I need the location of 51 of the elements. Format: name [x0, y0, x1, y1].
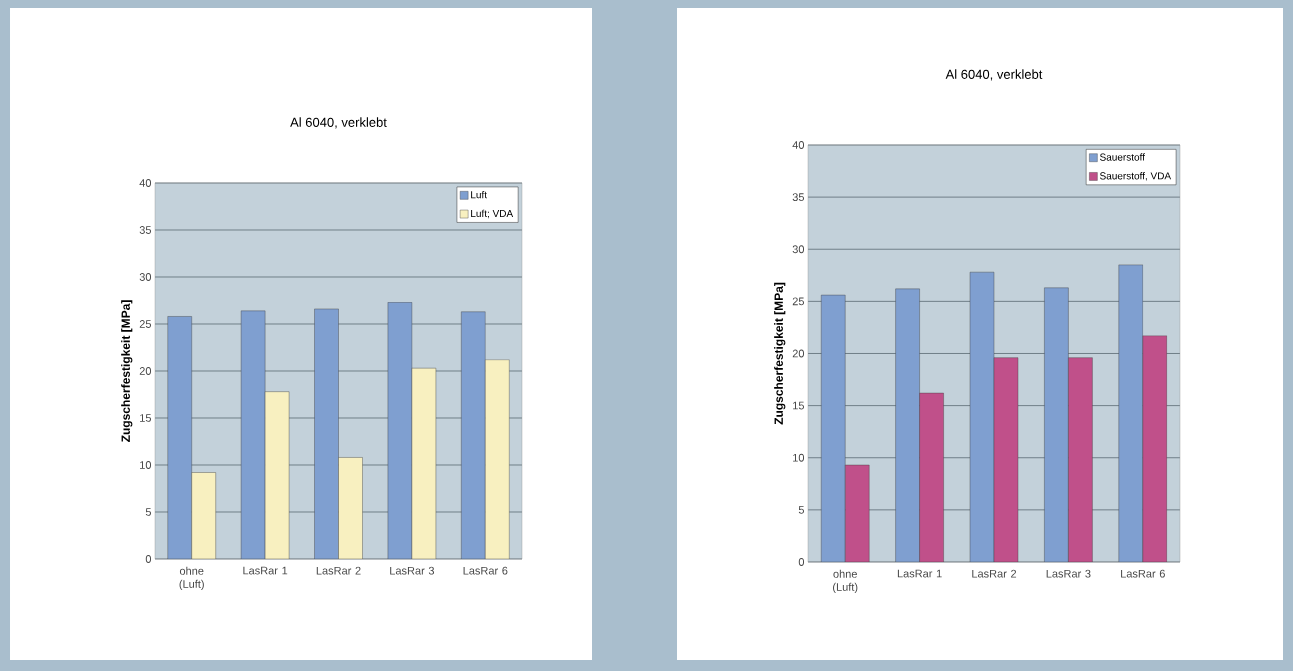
- y-tick-label: 10: [140, 461, 152, 469]
- x-tick-label: LasRar 1: [243, 566, 288, 575]
- y-tick-label: 5: [145, 508, 152, 516]
- legend-label: Luft; VDA: [471, 209, 514, 219]
- legend-label: Luft: [471, 190, 487, 199]
- y-tick-label: 40: [139, 179, 152, 187]
- y-tick-label: 15: [793, 401, 804, 410]
- x-tick-label: ohne (Luft): [833, 569, 858, 594]
- chart-title: Al 6040, verklebt: [945, 69, 1043, 81]
- bar: [1068, 357, 1093, 562]
- x-tick-label: LasRar 3: [1046, 569, 1091, 578]
- y-tick-label: 35: [792, 193, 804, 202]
- y-tick-label: 40: [792, 141, 805, 149]
- bar: [845, 465, 870, 562]
- x-tick-label: ohne (Luft): [179, 566, 204, 591]
- bar: [994, 357, 1018, 562]
- legend-label: Sauerstoff: [1100, 153, 1145, 161]
- y-tick-label: 20: [792, 349, 805, 358]
- bar: [821, 295, 846, 562]
- bar: [1044, 287, 1069, 562]
- x-tick-label: LasRar 6: [463, 566, 508, 575]
- bar: [167, 316, 192, 559]
- bar: [1142, 335, 1167, 562]
- x-tick-label: LasRar 1: [897, 569, 942, 578]
- y-tick-label: 20: [139, 367, 152, 375]
- y-tick-label: 15: [140, 414, 151, 422]
- y-axis-title: Zugscherfestigkeit [MPa]: [774, 282, 786, 425]
- y-tick-label: 5: [798, 506, 804, 514]
- bar: [240, 310, 266, 559]
- y-axis-title: Zugscherfestigkeit [MPa]: [121, 300, 133, 442]
- bar: [895, 288, 920, 562]
- chart-title: Al 6040, verklebt: [290, 117, 387, 129]
- y-tick-label: 25: [139, 320, 151, 328]
- y-tick-label: 30: [139, 273, 152, 281]
- y-tick-label: 0: [145, 555, 152, 563]
- x-tick-label: LasRar 3: [390, 566, 435, 575]
- bar: [461, 311, 486, 559]
- y-tick-label: 35: [139, 226, 151, 234]
- y-tick-label: 10: [793, 453, 805, 462]
- bar: [970, 272, 994, 562]
- bar: [314, 308, 339, 559]
- bar: [1118, 264, 1143, 562]
- x-tick-label: LasRar 2: [972, 569, 1017, 578]
- x-tick-label: LasRar 6: [1121, 569, 1165, 578]
- bar: [919, 393, 944, 562]
- y-tick-label: 30: [792, 245, 805, 254]
- bar: [387, 302, 413, 559]
- y-tick-label: 0: [798, 558, 805, 566]
- legend-label: Sauerstoff, VDA: [1100, 172, 1172, 181]
- y-tick-label: 25: [792, 297, 804, 306]
- x-tick-label: LasRar 2: [316, 566, 361, 575]
